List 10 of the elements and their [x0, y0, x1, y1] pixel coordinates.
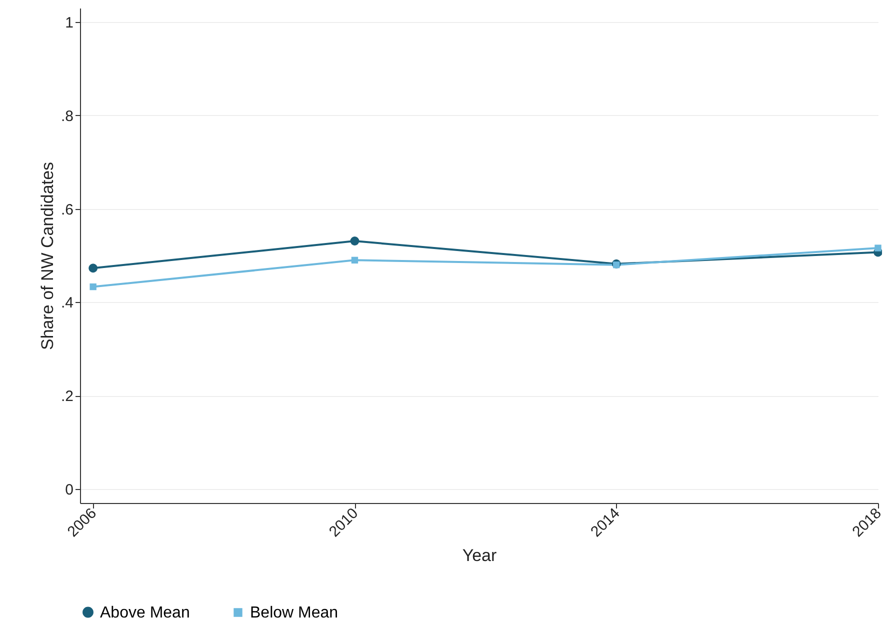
y-tick-label: .4	[60, 294, 74, 312]
legend-label: Above Mean	[100, 604, 190, 622]
y-tick-label: .8	[60, 108, 74, 125]
x-axis-title: Year	[462, 546, 498, 565]
legend-label: Below Mean	[250, 604, 338, 622]
y-axis-title: Share of NW Candidates	[38, 162, 57, 350]
y-tick-label: 1	[65, 14, 74, 32]
y-tick-label: .6	[60, 201, 74, 218]
y-tick-label: .2	[60, 388, 74, 406]
y-tick-label: 0	[65, 481, 74, 498]
